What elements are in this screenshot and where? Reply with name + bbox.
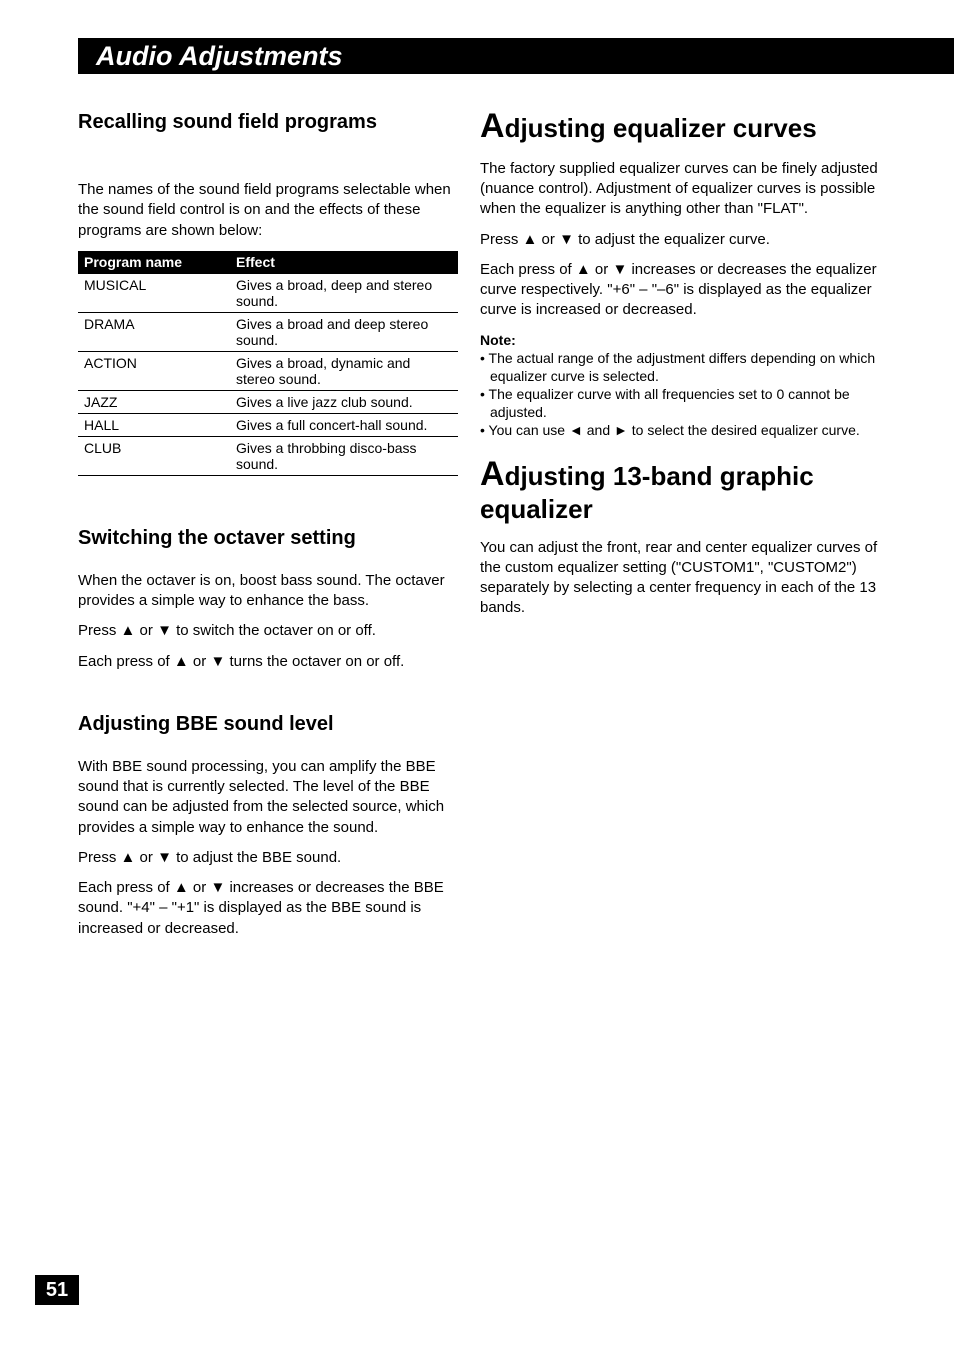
down-icon: ▼ xyxy=(210,653,225,670)
page-number-text: 51 xyxy=(46,1279,68,1302)
right-icon: ► xyxy=(614,422,628,438)
page-number: 51 xyxy=(35,1275,79,1305)
note-item: The equalizer curve with all frequencies… xyxy=(480,385,880,421)
table-row: JAZZ Gives a live jazz club sound. xyxy=(78,390,458,413)
cell-effect: Gives a throbbing disco-bass sound. xyxy=(230,436,458,475)
txt: You can use xyxy=(489,422,569,438)
eqcurves-note: Note: The actual range of the adjustment… xyxy=(480,331,880,440)
header-rest: djusting 13-band graphic equalizer xyxy=(480,461,814,525)
txt: Each press of xyxy=(78,879,174,896)
chapter-title: Audio Adjustments xyxy=(96,41,343,72)
txt: or xyxy=(189,879,211,896)
bbe-header: Adjusting BBE sound level xyxy=(78,712,458,737)
bbe-p3: Each press of ▲ or ▼ increases or decrea… xyxy=(78,878,458,939)
table-row: CLUB Gives a throbbing disco-bass sound. xyxy=(78,436,458,475)
cell-effect: Gives a live jazz club sound. xyxy=(230,390,458,413)
txt: to switch the octaver on or off. xyxy=(172,622,376,639)
dropcap: A xyxy=(480,107,505,145)
cell-effect: Gives a full concert-hall sound. xyxy=(230,413,458,436)
up-icon: ▲ xyxy=(121,849,136,866)
up-icon: ▲ xyxy=(121,622,136,639)
table-row: DRAMA Gives a broad and deep stereo soun… xyxy=(78,312,458,351)
th-effect: Effect xyxy=(230,251,458,274)
cell-name: HALL xyxy=(78,413,230,436)
txt: to adjust the BBE sound. xyxy=(172,849,341,866)
eqcurves-header: Adjusting equalizer curves xyxy=(480,106,880,147)
txt: Press xyxy=(78,622,121,639)
recalling-header: Recalling sound field programs xyxy=(78,110,458,135)
program-table: Program name Effect MUSICAL Gives a broa… xyxy=(78,251,458,476)
right-column: Adjusting equalizer curves The factory s… xyxy=(480,98,880,629)
txt: Press xyxy=(78,849,121,866)
down-icon: ▼ xyxy=(157,622,172,639)
txt: or xyxy=(537,231,559,248)
eqcurves-p3: Each press of ▲ or ▼ increases or decrea… xyxy=(480,260,880,321)
geq-p1: You can adjust the front, rear and cente… xyxy=(480,538,880,619)
note-item: You can use ◄ and ► to select the desire… xyxy=(480,421,880,439)
cell-effect: Gives a broad, dynamic and stereo sound. xyxy=(230,351,458,390)
txt: or xyxy=(591,261,613,278)
cell-effect: Gives a broad, deep and stereo sound. xyxy=(230,273,458,312)
up-icon: ▲ xyxy=(174,879,189,896)
table-row: ACTION Gives a broad, dynamic and stereo… xyxy=(78,351,458,390)
txt: Each press of xyxy=(480,261,576,278)
th-name: Program name xyxy=(78,251,230,274)
up-icon: ▲ xyxy=(576,261,591,278)
eqcurves-p2: Press ▲ or ▼ to adjust the equalizer cur… xyxy=(480,230,880,250)
cell-name: JAZZ xyxy=(78,390,230,413)
table-row: MUSICAL Gives a broad, deep and stereo s… xyxy=(78,273,458,312)
down-icon: ▼ xyxy=(612,261,627,278)
txt: Press xyxy=(480,231,523,248)
dropcap: A xyxy=(480,455,505,493)
note-label: Note: xyxy=(480,331,880,349)
cell-name: MUSICAL xyxy=(78,273,230,312)
up-icon: ▲ xyxy=(174,653,189,670)
left-column: Recalling sound field programs The names… xyxy=(78,98,458,949)
bbe-p1: With BBE sound processing, you can ampli… xyxy=(78,757,458,838)
txt: and xyxy=(583,422,614,438)
bbe-p2: Press ▲ or ▼ to adjust the BBE sound. xyxy=(78,848,458,868)
geq-header: Adjusting 13-band graphic equalizer xyxy=(480,454,880,526)
cell-name: ACTION xyxy=(78,351,230,390)
cell-name: DRAMA xyxy=(78,312,230,351)
txt: to adjust the equalizer curve. xyxy=(574,231,770,248)
eqcurves-p1: The factory supplied equalizer curves ca… xyxy=(480,159,880,220)
down-icon: ▼ xyxy=(157,849,172,866)
table-row: HALL Gives a full concert-hall sound. xyxy=(78,413,458,436)
table-header-row: Program name Effect xyxy=(78,251,458,274)
note-item: The actual range of the adjustment diffe… xyxy=(480,349,880,385)
txt: turns the octaver on or off. xyxy=(225,653,404,670)
left-icon: ◄ xyxy=(569,422,583,438)
txt: or xyxy=(189,653,211,670)
octaver-header: Switching the octaver setting xyxy=(78,526,458,551)
recalling-intro: The names of the sound field programs se… xyxy=(78,180,458,241)
octaver-p1: When the octaver is on, boost bass sound… xyxy=(78,571,458,612)
octaver-p3: Each press of ▲ or ▼ turns the octaver o… xyxy=(78,652,458,672)
down-icon: ▼ xyxy=(559,231,574,248)
octaver-p2: Press ▲ or ▼ to switch the octaver on or… xyxy=(78,621,458,641)
txt: Each press of xyxy=(78,653,174,670)
header-rest: djusting equalizer curves xyxy=(505,113,817,143)
txt: or xyxy=(135,622,157,639)
up-icon: ▲ xyxy=(523,231,538,248)
txt: or xyxy=(135,849,157,866)
cell-name: CLUB xyxy=(78,436,230,475)
cell-effect: Gives a broad and deep stereo sound. xyxy=(230,312,458,351)
txt: to select the desired equalizer curve. xyxy=(628,422,860,438)
chapter-bar: Audio Adjustments xyxy=(78,38,954,74)
down-icon: ▼ xyxy=(210,879,225,896)
